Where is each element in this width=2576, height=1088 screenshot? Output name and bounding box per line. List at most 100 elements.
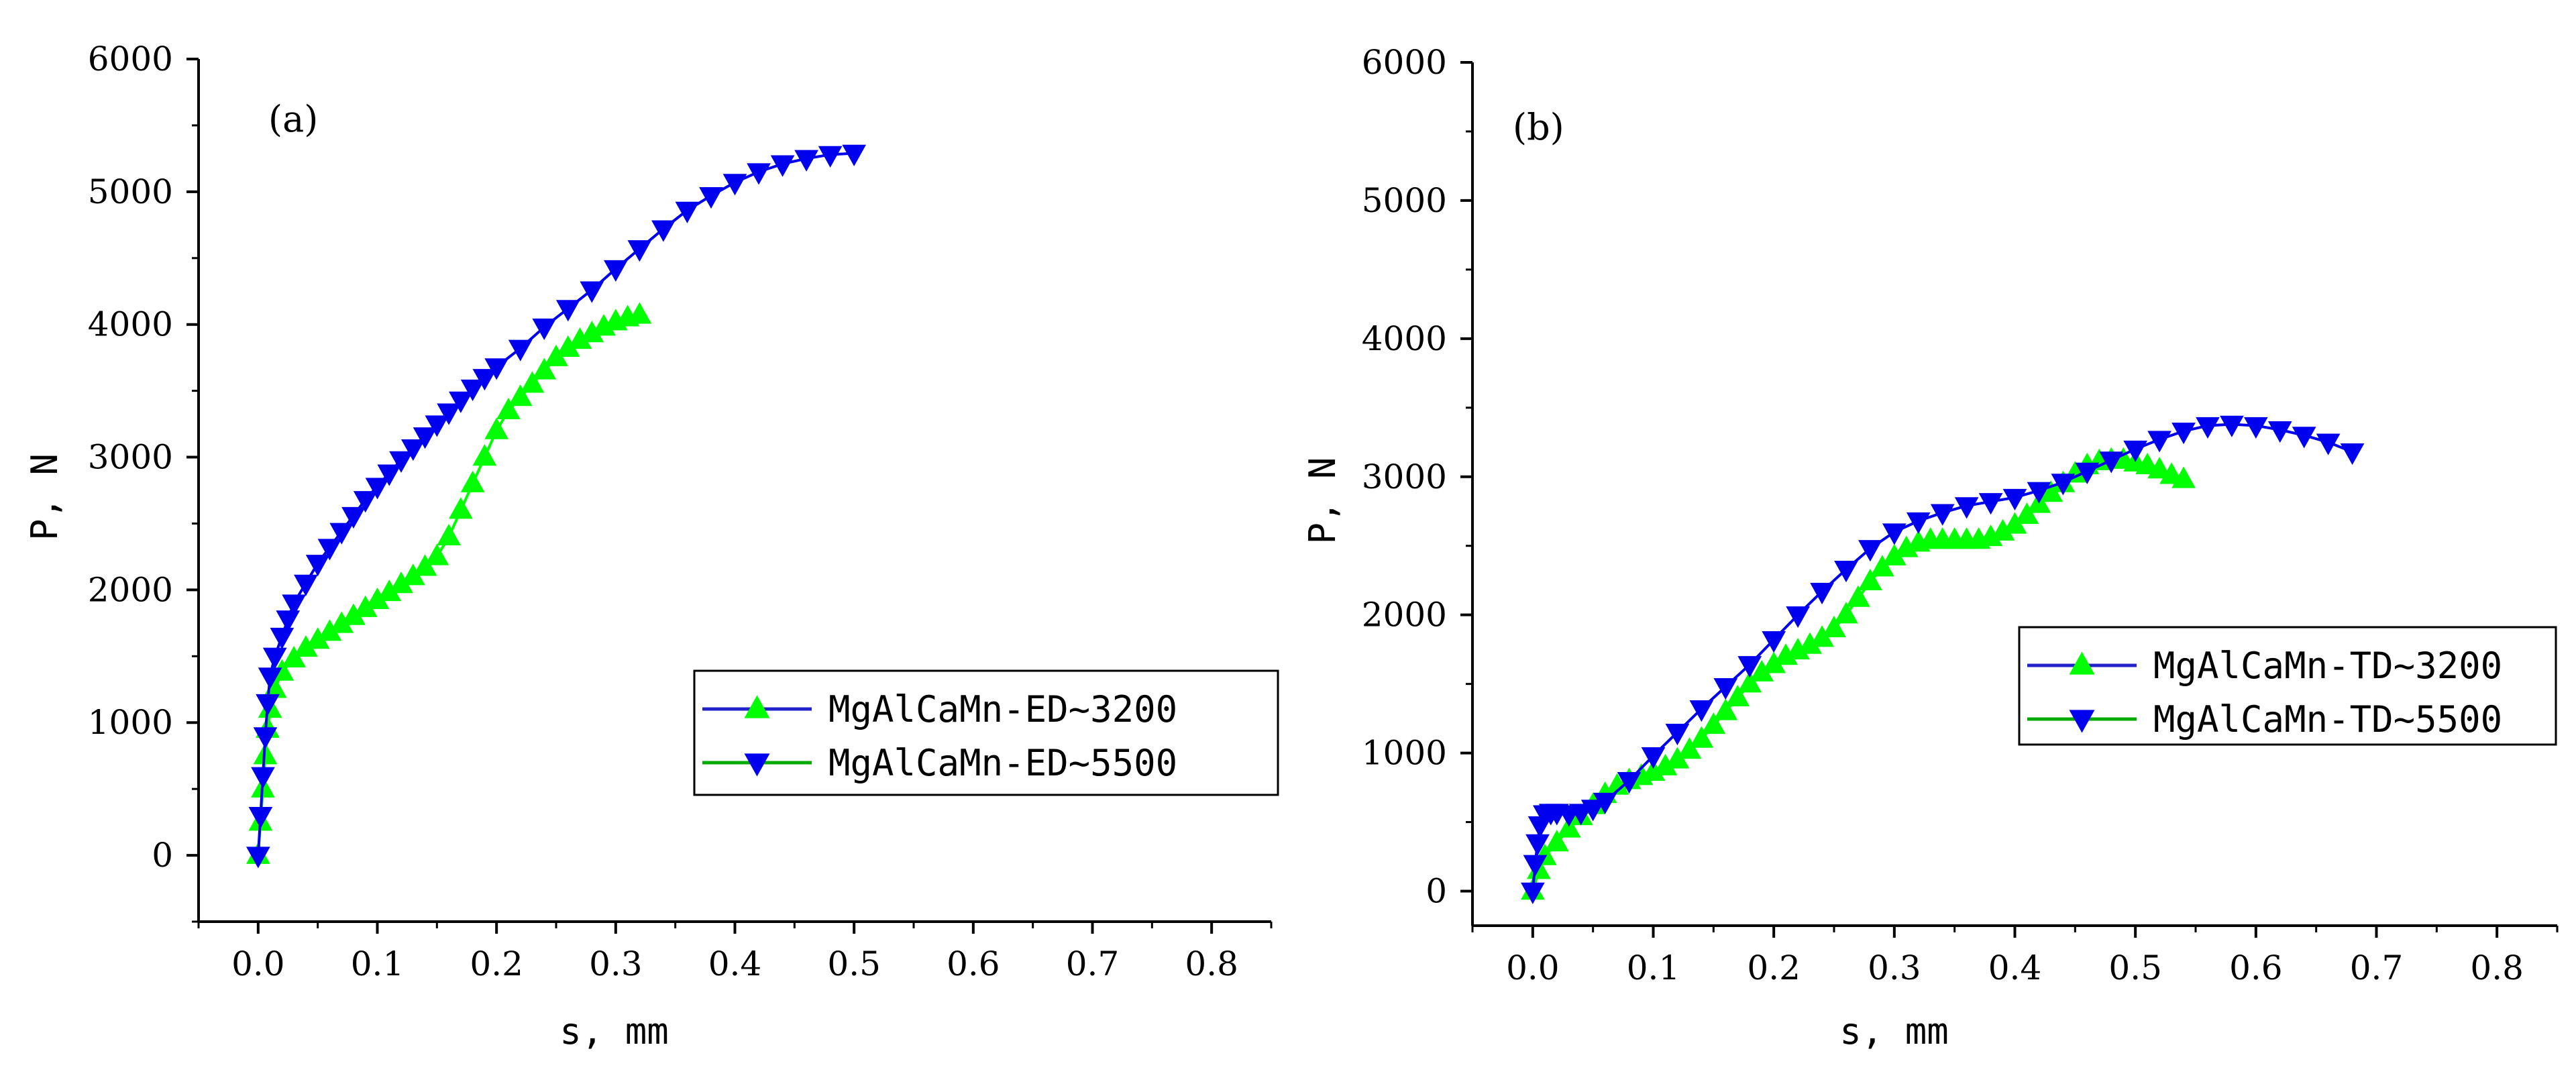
series-2 (1520, 415, 2365, 904)
x-tick-label: 0.6 (2229, 948, 2283, 987)
data-point (425, 415, 449, 437)
data-point (2051, 474, 2076, 496)
legend-label: MgAlCaMn-TD~5500 (2153, 698, 2502, 741)
data-point (1882, 523, 1907, 545)
x-tick-label: 0.3 (589, 944, 643, 983)
y-axis-title: P, N (1301, 457, 1344, 544)
legend-marker (2069, 651, 2095, 675)
data-point (580, 281, 604, 303)
data-point (1665, 723, 1690, 746)
x-tick-label: 0.0 (1506, 948, 1560, 987)
data-point (818, 146, 843, 168)
y-tick-label: 1000 (88, 703, 173, 742)
data-point (2015, 502, 2039, 525)
series-line (256, 313, 640, 856)
y-axis-title: P, N (23, 453, 66, 541)
data-point (1858, 540, 1882, 562)
data-point (1834, 602, 1858, 624)
data-point (508, 384, 533, 406)
x-tick-label: 0.5 (2108, 948, 2162, 987)
y-tick-label: 5000 (88, 172, 173, 211)
data-point (1593, 792, 1617, 815)
data-point (2171, 423, 2196, 445)
series-2 (246, 144, 867, 869)
x-tick-label: 0.4 (708, 944, 762, 983)
x-tick-label: 0.8 (2470, 948, 2524, 987)
y-tick-label: 1000 (1362, 734, 1447, 773)
x-axis-title: s, mm (559, 1010, 669, 1052)
y-tick-label: 0 (152, 836, 173, 875)
data-point (1737, 656, 1762, 678)
data-point (365, 478, 390, 500)
data-point (484, 417, 509, 439)
data-point (246, 847, 270, 869)
data-point (1556, 816, 1581, 838)
y-tick-label: 2000 (1362, 596, 1447, 635)
data-point (651, 220, 676, 242)
panel-label: (a) (268, 98, 318, 140)
data-point (437, 523, 461, 545)
data-point (627, 240, 652, 262)
data-point (1870, 555, 1894, 577)
data-point (520, 371, 545, 393)
data-point (253, 727, 278, 749)
panel-label: (b) (1513, 106, 1564, 148)
legend-marker (744, 753, 770, 777)
data-point (1641, 747, 1666, 769)
data-point (770, 155, 795, 177)
data-point (1525, 834, 1550, 856)
data-point (603, 260, 628, 282)
data-point (1617, 772, 1642, 794)
data-point (2196, 417, 2220, 439)
data-point (699, 187, 723, 209)
x-axis-title: s, mm (1839, 1010, 1949, 1052)
data-point (1858, 568, 1882, 590)
data-point (532, 318, 557, 341)
data-point (1689, 726, 1714, 748)
data-point (627, 302, 652, 324)
legend-box (2018, 626, 2557, 746)
data-point (276, 610, 301, 633)
data-point (1701, 712, 1726, 735)
legend-box (693, 669, 1279, 796)
data-point (256, 694, 280, 716)
data-point (270, 627, 294, 650)
data-point (449, 391, 473, 413)
y-tick-label: 4000 (88, 305, 173, 344)
data-point (1737, 671, 1762, 693)
data-point (377, 464, 402, 486)
data-point (1677, 737, 1702, 759)
x-tick-label: 0.7 (2350, 948, 2404, 987)
data-point (1978, 493, 2003, 515)
data-point (425, 543, 449, 565)
data-point (1544, 830, 1569, 852)
data-point (305, 555, 330, 577)
data-point (484, 358, 509, 380)
data-point (1713, 678, 1738, 700)
data-point (1906, 512, 1931, 535)
data-point (2147, 431, 2171, 453)
x-tick-label: 0.0 (231, 944, 285, 983)
data-point (262, 647, 287, 669)
x-tick-label: 0.3 (1868, 948, 1921, 987)
data-point (1520, 882, 1545, 904)
x-tick-label: 0.1 (351, 944, 405, 983)
legend-marker (744, 695, 770, 718)
data-point (508, 339, 533, 362)
data-point (1810, 582, 1834, 605)
data-point (1523, 855, 1548, 877)
data-point (1580, 800, 1605, 822)
data-point (2027, 482, 2051, 504)
data-point (2292, 427, 2316, 449)
legend-marker (2069, 710, 2095, 733)
data-point (413, 427, 437, 449)
data-point (282, 594, 306, 616)
data-point (1846, 585, 1870, 607)
data-point (294, 574, 318, 596)
data-point (472, 369, 497, 391)
x-tick-label: 0.2 (470, 944, 523, 983)
y-tick-label: 3000 (1362, 457, 1447, 496)
legend-label: MgAlCaMn-TD~3200 (2153, 645, 2502, 687)
x-tick-label: 0.2 (1747, 948, 1801, 987)
